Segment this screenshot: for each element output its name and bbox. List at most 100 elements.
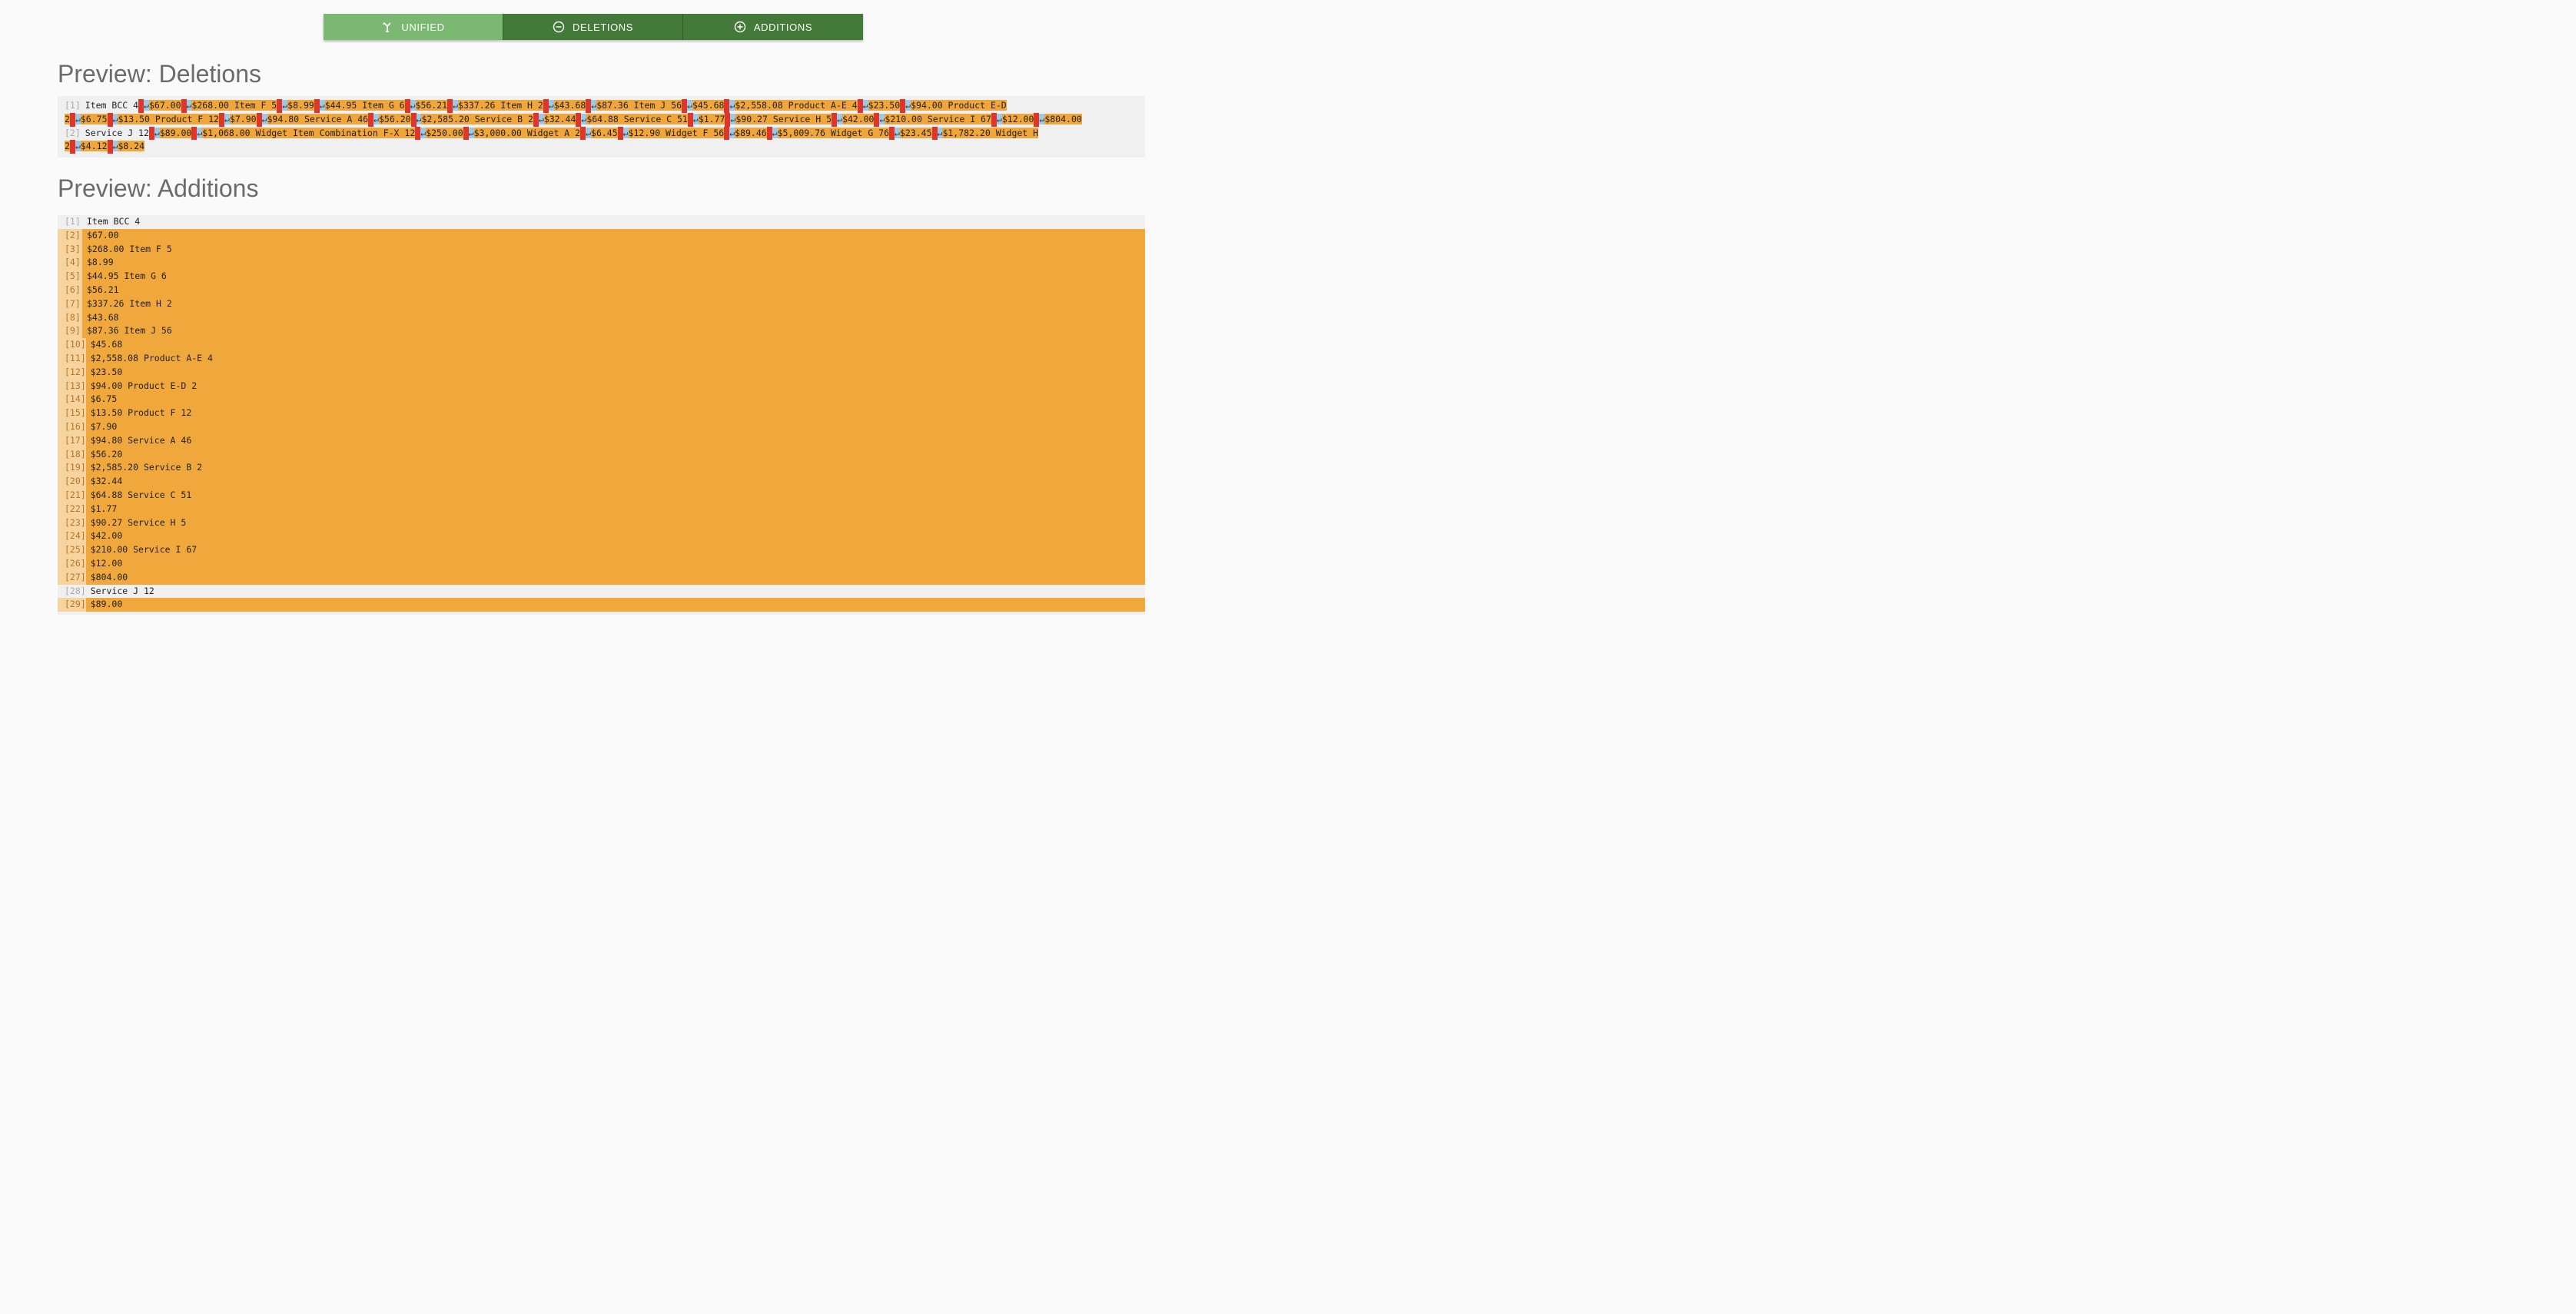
minus-circle-icon [553,21,565,33]
added-line: [22] $1.77 [58,502,1145,516]
added-line: [6] $56.21 [58,283,1145,297]
deleted-text: $23.50 [868,100,901,111]
deleted-text: $7.90 [229,113,257,124]
additions-label: ADDITIONS [753,21,813,33]
line-number: [6] [58,283,82,297]
newline-arrow-icon: ↵ [996,113,1002,124]
added-line: [25] $210.00 Service I 67 [58,543,1145,557]
line-text: $56.21 [87,284,119,295]
additions-preview: [1] Item BCC 4 [2] $67.00 [3] $268.00 Item F … [58,215,1145,615]
newline-arrow-icon: ↵ [186,100,192,111]
deleted-text: $89.46 [735,127,767,138]
removed-newline-marker: . [576,112,582,127]
line-text: $64.88 Service C 51 [90,489,192,500]
added-line: [19] $2,585.20 Service B 2 [58,461,1145,476]
line-number: [13] [58,379,86,393]
deletions-line-2: [2]Service J 12.↵$89.00.↵$1,068.00 Widge… [65,126,1138,141]
line-number: [11] [58,351,86,366]
removed-newline-marker: . [107,140,113,154]
line-text: $94.80 Service A 46 [90,434,192,446]
newline-arrow-icon: ↵ [586,127,592,138]
added-line: [11] $2,558.08 Product A-E 4 [58,351,1145,366]
deleted-text: $64.88 Service C 51 [586,113,688,124]
deletions-button[interactable]: DELETIONS [503,14,683,40]
newline-arrow-icon: ↵ [224,113,230,124]
deleted-text: $804.00 [1044,113,1082,124]
line-text: Service J 12 [90,585,154,596]
deletions-label: DELETIONS [572,21,634,33]
line-number: [18] [58,447,86,462]
deleted-segment: .↵$67.00.↵$268.00 Item F 5.↵$8.99.↵$44.9… [138,99,1007,113]
removed-newline-marker: . [463,126,469,141]
line-number: [28] [65,585,86,596]
unified-button[interactable]: UNIFIED [324,14,503,40]
newline-arrow-icon: ↵ [197,127,203,138]
line-text: $94.00 Product E-D 2 [90,380,198,391]
newline-arrow-icon: ↵ [729,127,735,138]
removed-newline-marker: . [682,99,687,113]
line-text: $87.36 Item J 56 [87,325,172,337]
line-number: [8] [58,310,82,325]
deleted-text: $67.00 [148,100,181,111]
added-line: [4] $8.99 [58,256,1145,270]
deleted-text: $12.00 [1001,113,1034,124]
line-text: Item BCC 4 [85,100,139,111]
deleted-text: $43.68 [553,100,586,111]
line-text: $12.00 [90,557,123,569]
line-number: [19] [58,461,86,476]
removed-newline-marker: . [138,99,144,113]
added-line: [26] $12.00 [58,556,1145,571]
removed-newline-marker: . [368,112,374,127]
newline-arrow-icon: ↵ [420,127,427,138]
deleted-text: $1,782.20 Widget H [942,127,1039,138]
removed-newline-marker: . [543,99,549,113]
unified-label: UNIFIED [401,21,445,33]
deleted-text: $32.44 [543,113,576,124]
line-number: [10] [58,338,86,352]
added-line: [23] $90.27 Service H 5 [58,516,1145,530]
deleted-text: $8.24 [118,141,145,152]
added-line: [2] $67.00 [58,228,1145,243]
newline-arrow-icon: ↵ [144,100,149,111]
line-text: $89.00 [90,599,123,610]
added-line: [5] $44.95 Item G 6 [58,270,1145,284]
context-line: [1] Item BCC 4 [58,215,1145,229]
removed-newline-marker: . [857,99,863,113]
line-number: [21] [58,488,86,503]
line-number: [16] [58,420,86,434]
added-line: [8] $43.68 [58,310,1145,325]
removed-newline-marker: . [724,126,730,141]
added-line: [15] $13.50 Product F 12 [58,406,1145,420]
removed-newline-marker: . [586,99,592,113]
newline-arrow-icon: ↵ [468,127,474,138]
newline-arrow-icon: ↵ [75,113,81,124]
newline-arrow-icon: ↵ [937,127,943,138]
newline-arrow-icon: ↵ [410,100,416,111]
line-text: $43.68 [87,311,119,323]
line-text: $804.00 [90,571,128,582]
newline-arrow-icon: ↵ [581,113,587,124]
deleted-text: $3,000.00 Widget A 2 [473,127,581,138]
removed-newline-marker: . [410,112,417,127]
deleted-text: $5,009.76 Widget G 76 [777,127,890,138]
newline-arrow-icon: ↵ [879,113,885,124]
line-text: $337.26 Item H 2 [87,297,172,309]
newline-arrow-icon: ↵ [1039,113,1045,124]
deleted-text: $337.26 Item H 2 [458,100,543,111]
line-text: $23.50 [90,366,123,377]
line-number: [4] [58,256,82,270]
line-text: $1.77 [90,503,118,514]
deleted-text: $45.68 [692,100,725,111]
removed-newline-marker: . [900,99,906,113]
deleted-text: $87.36 Item J 56 [596,100,682,111]
deletions-preview: [1]Item BCC 4.↵$67.00.↵$268.00 Item F 5.… [58,96,1145,158]
added-line: [13] $94.00 Product E-D 2 [58,379,1145,393]
newline-arrow-icon: ↵ [895,127,900,138]
line-number: [26] [58,556,86,571]
removed-newline-marker: . [277,99,283,113]
removed-newline-marker: . [1034,112,1040,127]
deleted-text: $2,558.08 Product A-E 4 [735,100,858,111]
additions-button[interactable]: ADDITIONS [683,14,863,40]
line-text: $8.99 [87,257,114,268]
line-number: [12] [58,365,86,380]
